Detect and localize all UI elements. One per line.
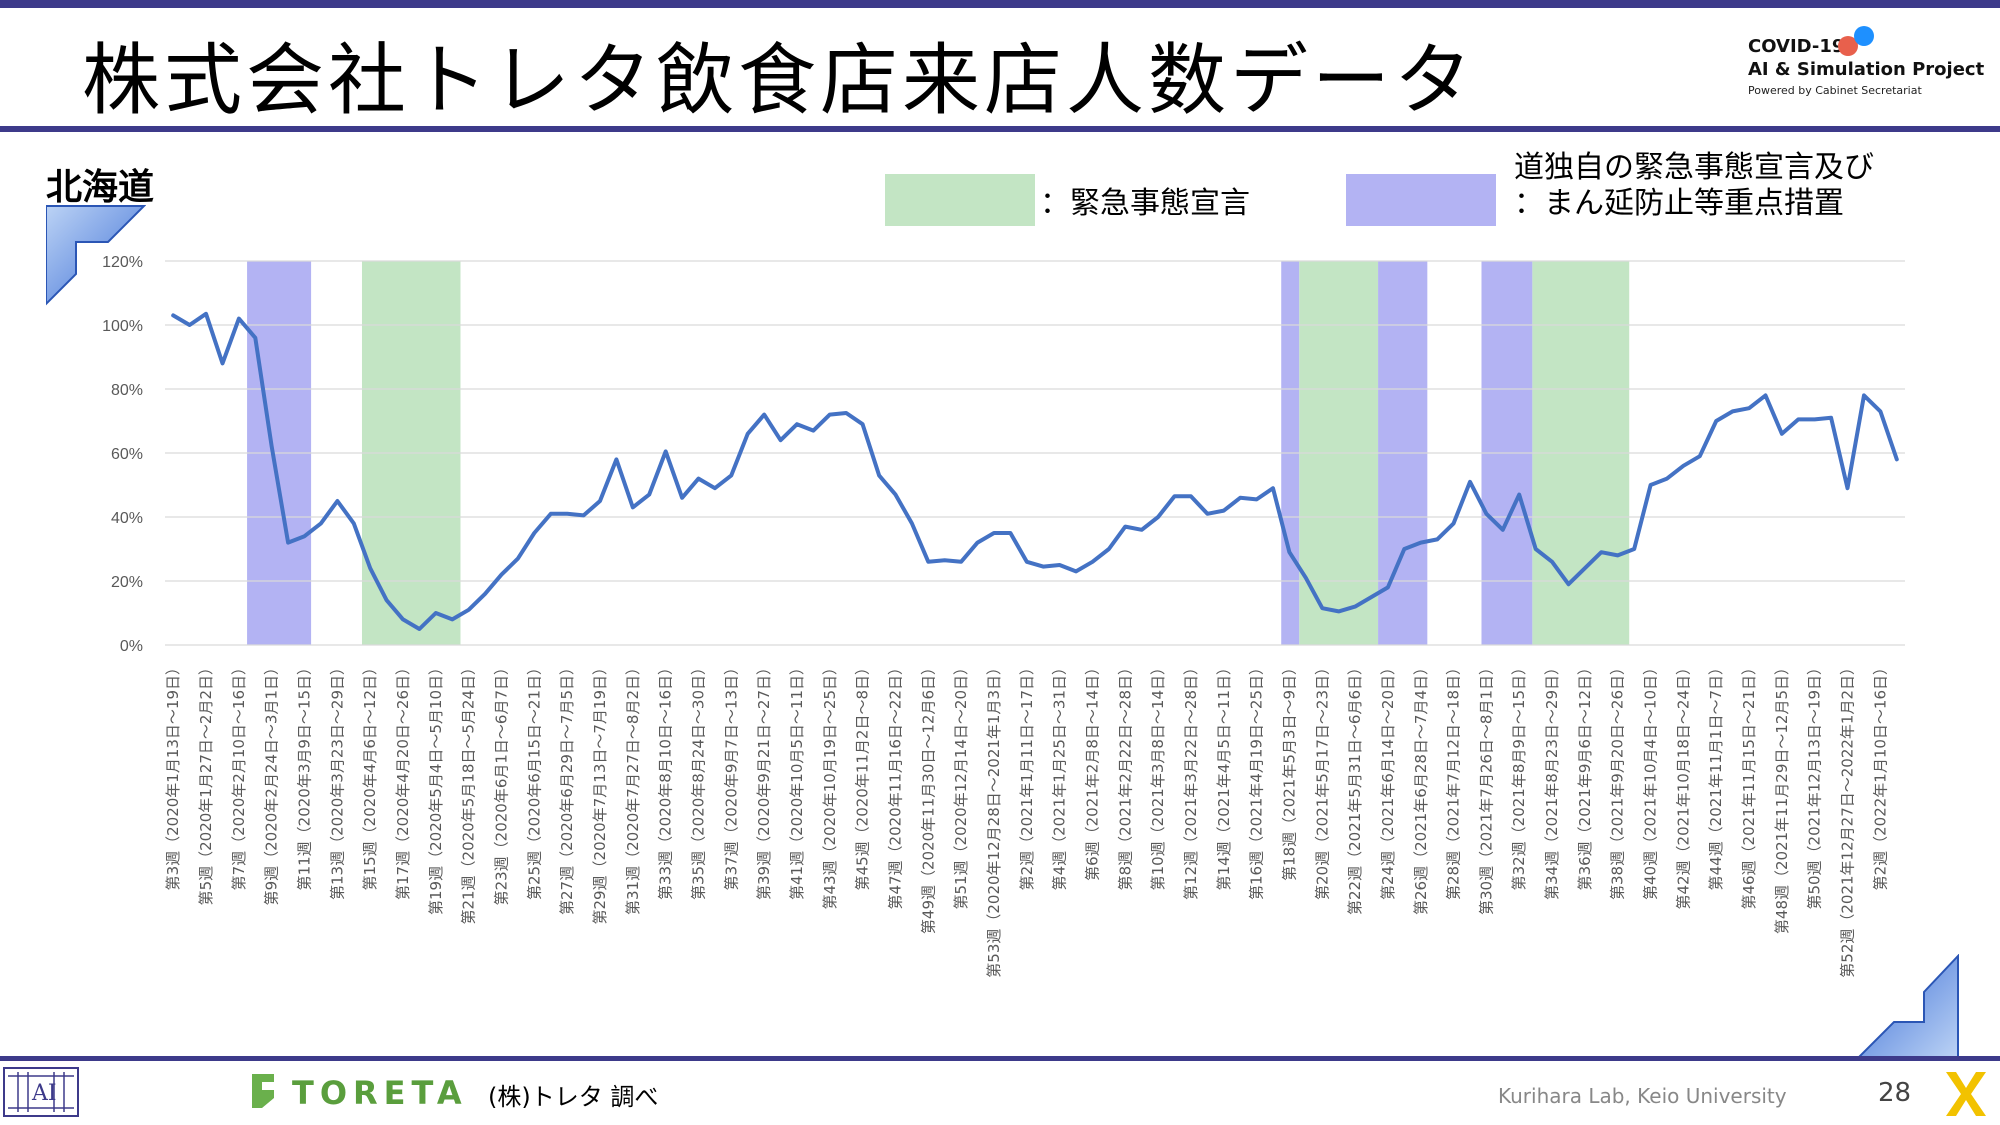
x-tick-label: 第47週（2020年11月16日～22日） [887,660,905,910]
x-tick-label: 第22週（2021年5月31日～6月6日） [1346,660,1364,915]
x-tick-label: 第18週（2021年5月3日～9日） [1280,660,1298,881]
y-tick-label: 40% [111,510,143,527]
x-tick-label: 第5週（2020年1月27日～2月2日） [197,660,215,905]
x-tick-label: 第32週（2021年8月9日～15日） [1510,660,1528,890]
y-tick-label: 60% [111,446,143,463]
x-tick-label: 第9週（2020年2月24日～3月1日） [263,660,281,905]
x-tick-label: 第43週（2020年10月19日～25日） [821,660,839,910]
x-tick-label: 第34週（2021年8月23日～29日） [1543,660,1561,900]
x-tick-label: 第24週（2021年6月14日～20日） [1379,660,1397,900]
page-title: 株式会社トレタ飲食店来店人数データ [82,36,1477,126]
legend-emergency-label: ：緊急事態宣言 [1040,186,1250,221]
x-tick-label: 第2週（2021年1月11日～17日） [1018,660,1036,890]
x-tick-labels: 第3週（2020年1月13日～19日） 第5週（2020年1月27日～2月2日） 第… [164,660,1889,978]
x-tick-label: 第7週（2020年2月10日～16日） [230,660,248,890]
logo-red-dot-icon [1838,36,1858,56]
top-accent-bar [0,0,2000,8]
x-tick-label: 第16週（2021年4月19日～25日） [1248,660,1266,900]
x-tick-label: 第41週（2020年10月5日～11日） [788,660,806,900]
page-number: 28 [1878,1078,1912,1108]
x-tick-label: 第51週（2020年12月14日～20日） [952,660,970,910]
x-tick-label: 第49週（2020年11月30日～12月6日） [919,660,937,934]
logo-blue-dot-icon [1854,26,1874,46]
corner-bracket-top-left-icon [46,205,146,306]
x-tick-label: 第44週（2021年11月1日～7日） [1707,660,1725,890]
visitor-line-chart: 0% 20% 40% 60% 80% 100% 120% 第3週（2020年1月13日～19… [102,254,1905,978]
x-tick-label: 第28週（2021年7月12日～18日） [1445,660,1463,900]
x-tick-label: 第21週（2020年5月18日～5月24日） [460,660,478,925]
x-tick-label: 第33週（2020年8月10日～16日） [657,660,675,900]
x-tick-label: 第25週（2020年6月15日～21日） [525,660,543,900]
x-tick-label: 第12週（2021年3月22日～28日） [1182,660,1200,900]
x-tick-label: 第11週（2020年3月9日～15日） [296,660,314,890]
x-tick-label: 第50週（2021年12月13日～19日） [1806,660,1824,910]
legend-emergency-swatch [885,174,1035,226]
x-tick-label: 第30週（2021年7月26日～8月1日） [1477,660,1495,915]
y-tick-label: 0% [120,638,143,655]
x-tick-label: 第38週（2021年9月20日～26日） [1609,660,1627,900]
legend-measures-label-line1: 道独自の緊急事態宣言及び [1514,150,1874,185]
x-tick-label: 第14週（2021年4月5日～11日） [1215,660,1233,890]
x-tick-label: 第29週（2020年7月13日～7月19日） [591,660,609,925]
toreta-leaf-icon [252,1074,274,1108]
y-tick-label: 20% [111,574,143,591]
project-line-3: Powered by Cabinet Secretariat [1748,84,1922,97]
x-tick-label: 第10週（2021年3月8日～14日） [1149,660,1167,890]
x-tick-label: 第4週（2021年1月25日～31日） [1051,660,1069,890]
legend-measures-label-line2: ：まん延防止等重点措置 [1514,186,1844,221]
toreta-brand: TORETA [292,1074,468,1112]
x-tick-label: 第8週（2021年2月22日～28日） [1116,660,1134,890]
x-mark-logo-icon [1946,1072,1986,1116]
x-tick-label: 第48週（2021年11月29日～12月5日） [1773,660,1791,934]
x-tick-label: 第39週（2020年9月21日～27日） [755,660,773,900]
covid-project-logo: COVID-19 AI & Simulation Project Powered… [1748,36,1988,97]
x-tick-label: 第27週（2020年6月29日～7月5日） [558,660,576,915]
grid-lines [165,260,1905,646]
region-label: 北海道 [46,167,155,208]
project-line-1: COVID-19 [1748,36,1845,57]
y-tick-label: 120% [102,254,143,271]
x-tick-label: 第45週（2020年11月2日～8日） [854,660,872,890]
x-tick-label: 第2週（2022年1月10日～16日） [1871,660,1889,890]
data-source-note: (株)トレタ 調べ [488,1083,659,1111]
x-tick-label: 第31週（2020年7月27日～8月2日） [624,660,642,915]
x-tick-label: 第15週（2020年4月6日～12日） [361,660,379,890]
x-tick-label: 第42週（2021年10月18日～24日） [1674,660,1692,910]
x-tick-label: 第46週（2021年11月15日～21日） [1740,660,1758,910]
x-tick-label: 第26週（2021年6月28日～7月4日） [1412,660,1430,915]
lab-credit: Kurihara Lab, Keio University [1498,1084,1787,1108]
series-line [171,311,1899,631]
x-tick-label: 第3週（2020年1月13日～19日） [164,660,182,890]
header-rule [0,126,2000,132]
series-line-group [171,311,1899,631]
x-tick-label: 第52週（2021年12月27日～2022年1月2日） [1839,660,1857,978]
y-tick-labels: 0% 20% 40% 60% 80% 100% 120% [102,254,143,655]
x-tick-label: 第40週（2021年10月4日～10日） [1642,660,1660,900]
lab-logo-icon: AI [3,1067,79,1117]
x-tick-label: 第53週（2020年12月28日～2021年1月3日） [985,660,1003,978]
x-tick-label: 第35週（2020年8月24日～30日） [690,660,708,900]
x-tick-label: 第17週（2020年4月20日～26日） [394,660,412,900]
legend-measures-swatch [1346,174,1496,226]
y-tick-label: 80% [111,382,143,399]
x-tick-label: 第37週（2020年9月7日～13日） [722,660,740,890]
x-tick-label: 第6週（2021年2月8日～14日） [1084,660,1102,881]
y-tick-label: 100% [102,318,143,335]
x-tick-label: 第23週（2020年6月1日～6月7日） [493,660,511,905]
x-tick-label: 第13週（2020年3月23日～29日） [328,660,346,900]
x-tick-label: 第19週（2020年5月4日～5月10日） [427,660,445,915]
svg-text:AI: AI [31,1081,57,1106]
x-tick-label: 第20週（2021年5月17日～23日） [1313,660,1331,900]
footer-rule [0,1056,2000,1061]
project-line-2: AI & Simulation Project [1748,59,1985,80]
x-tick-label: 第36週（2021年9月6日～12日） [1576,660,1594,890]
